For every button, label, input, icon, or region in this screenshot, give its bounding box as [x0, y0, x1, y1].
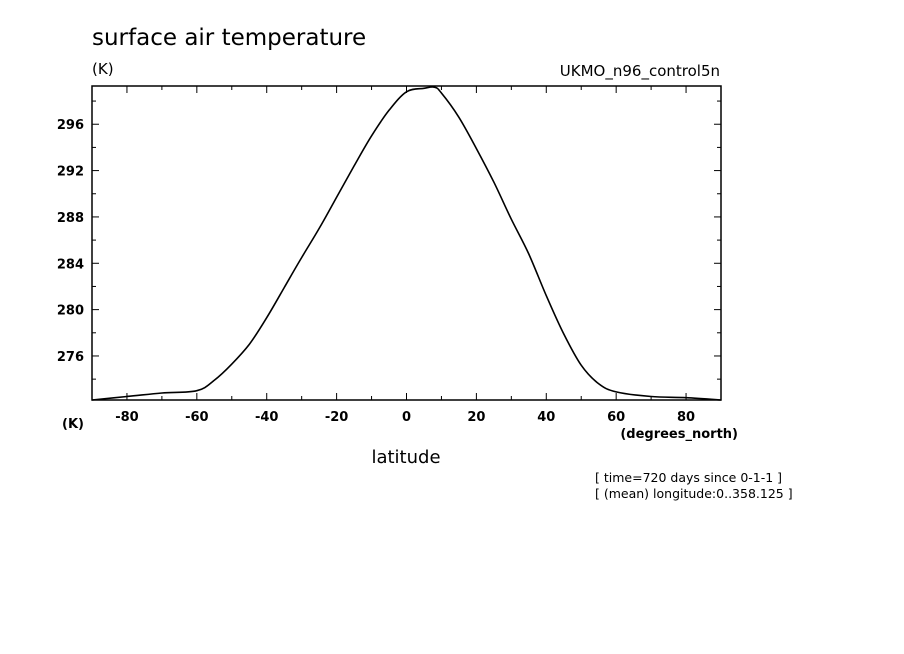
longitude-note: [ (mean) longitude:0..358.125 ] [595, 486, 793, 501]
time-note: [ time=720 days since 0-1-1 ] [595, 470, 782, 485]
y-tick-label: 280 [57, 304, 84, 319]
x-tick-label: 20 [467, 410, 485, 425]
x-tick-label: -80 [115, 410, 139, 425]
x-tick-label: 0 [402, 410, 411, 425]
y-tick-label: 288 [57, 211, 84, 226]
axis-ticks [91, 86, 722, 400]
x-tick-label: 60 [607, 410, 625, 425]
x-tick-label: -40 [255, 410, 279, 425]
x-tick-label: -20 [325, 410, 349, 425]
y-units-bottom-label: (K) [62, 417, 84, 432]
x-tick-label: 80 [677, 410, 695, 425]
y-units-label: (K) [92, 60, 114, 78]
temperature-line [91, 86, 722, 401]
y-tick-label: 276 [57, 350, 84, 365]
x-tick-labels: -80 -60 -40 -20 0 20 40 60 80 [115, 410, 695, 425]
x-tick-label: 40 [537, 410, 555, 425]
x-tick-label: -60 [185, 410, 209, 425]
y-tick-label: 296 [57, 118, 84, 133]
chart-title: surface air temperature [92, 25, 366, 51]
y-tick-label: 292 [57, 165, 84, 180]
model-label: UKMO_n96_control5n [560, 62, 720, 81]
x-axis-label: latitude [371, 447, 440, 468]
x-units-label: (degrees_north) [620, 427, 738, 442]
plot-frame [91, 85, 722, 401]
y-tick-labels: 276 280 284 288 292 296 [57, 118, 84, 365]
y-tick-label: 284 [57, 257, 84, 272]
